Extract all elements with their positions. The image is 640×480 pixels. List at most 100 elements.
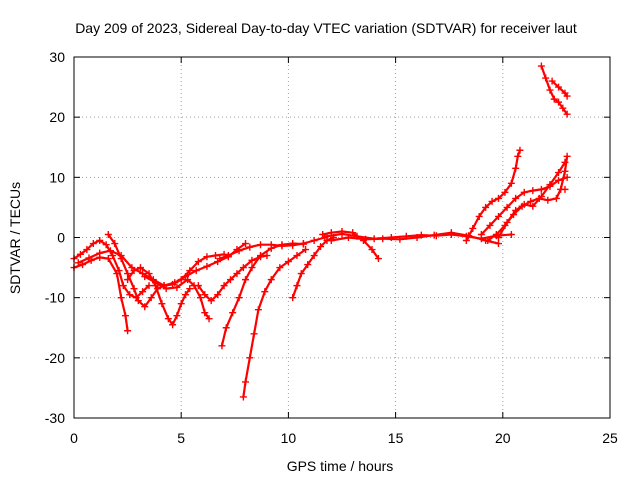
data-point-marker [537,185,545,193]
data-point-marker [145,270,153,278]
data-point-marker [113,270,121,278]
data-point-marker [267,241,275,249]
data-point-marker [529,187,537,195]
data-point-marker [430,231,438,239]
data-point-marker [201,291,209,299]
data-point-marker [196,294,204,302]
data-point-marker [212,252,220,260]
series-arc-3 [74,240,250,290]
data-point-marker [495,212,503,220]
data-point-marker [546,181,554,189]
data-point-marker [257,241,265,249]
y-tick-label: 20 [49,109,65,125]
data-point-marker [537,62,545,70]
data-point-marker [186,285,194,293]
data-point-marker [257,252,265,260]
data-point-marker [96,249,104,257]
data-point-marker [124,276,132,284]
data-point-marker [563,173,571,181]
series-line [551,80,569,98]
x-tick-label: 0 [70,430,78,446]
data-point-marker [169,280,177,288]
data-point-marker [552,194,560,202]
data-point-marker [289,294,297,302]
data-point-marker [323,232,331,240]
y-tick-label: -30 [45,410,65,426]
data-point-marker [507,179,515,187]
data-point-marker [561,158,569,166]
data-point-marker [327,237,335,245]
data-point-marker [151,279,159,287]
data-point-marker [447,229,455,237]
data-point-marker [304,261,312,269]
data-point-marker [194,282,202,290]
data-point-marker [379,235,387,243]
data-point-marker [563,92,571,100]
data-point-marker [124,327,132,335]
series-arc-5 [124,264,194,329]
y-tick-label: -20 [45,350,65,366]
data-point-marker [516,146,524,154]
data-point-marker [220,282,228,290]
data-point-marker [527,197,535,205]
data-point-marker [242,378,250,386]
data-point-marker [484,237,492,245]
data-point-marker [338,230,346,238]
data-point-marker [475,212,483,220]
data-point-marker [555,176,563,184]
x-tick-label: 20 [495,430,511,446]
data-point-marker [293,252,301,260]
data-point-marker [207,297,215,305]
series-arc-15 [462,146,524,245]
x-axis-label: GPS time / hours [287,458,394,474]
data-point-marker [102,241,110,249]
data-point-marker [164,315,172,323]
data-point-marker [119,282,127,290]
data-point-marker [141,273,149,281]
data-point-marker [121,312,129,320]
series-arc-6 [141,273,213,323]
data-point-marker [242,240,250,248]
data-point-marker [203,262,211,270]
data-point-marker [310,252,318,260]
series-arc-9 [239,246,310,401]
y-tick-label: 0 [57,230,65,246]
data-point-marker [302,246,310,254]
data-point-marker [344,234,352,241]
series-arc-18 [495,158,569,241]
data-point-marker [79,261,87,269]
data-point-marker [76,250,84,258]
y-tick-label: 10 [49,169,65,185]
series-arc-7 [194,252,271,305]
series-line [465,149,522,242]
data-point-marker [173,283,181,291]
data-point-marker [254,306,262,314]
data-point-marker [124,270,132,278]
data-point-marker [192,267,200,275]
data-point-marker [218,342,226,350]
data-point-marker [173,312,181,320]
data-point-marker [396,235,404,243]
data-point-marker [139,288,147,296]
data-point-marker [181,291,189,299]
series-arc-20 [548,77,571,100]
x-tick-label: 10 [281,430,297,446]
data-point-marker [276,264,284,272]
data-point-marker [289,241,297,249]
data-point-marker [469,224,477,232]
data-point-marker [203,253,211,261]
data-point-marker [130,285,138,293]
data-point-marker [169,321,177,329]
data-point-marker [520,188,528,196]
data-point-marker [267,276,275,284]
data-point-marker [239,393,247,401]
data-point-marker [555,83,563,91]
data-point-marker [503,203,511,211]
series-line [291,236,335,299]
data-point-marker [250,330,258,338]
data-point-marker [227,276,235,284]
data-point-marker [248,264,256,272]
series-arc-14 [327,229,503,248]
data-point-marker [177,300,185,308]
series-arc-2 [70,253,132,335]
